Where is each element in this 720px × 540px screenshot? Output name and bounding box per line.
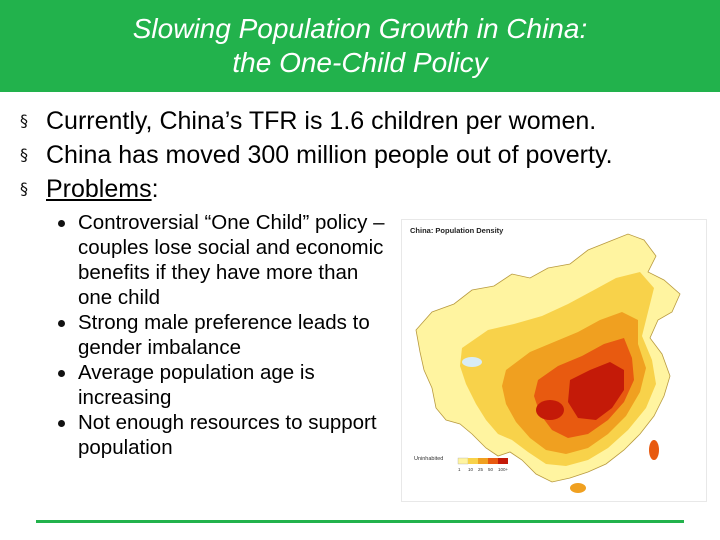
- sub-bullet-text: Not enough resources to support populati…: [78, 411, 377, 459]
- bottom-divider: [36, 520, 684, 523]
- round-bullet-icon: [58, 410, 78, 427]
- title-bar: Slowing Population Growth in China: the …: [0, 0, 720, 92]
- problems-heading: Problems: [46, 175, 152, 203]
- legend-value: 25: [478, 467, 484, 472]
- slide-title-line-2: the One-Child Policy: [232, 47, 488, 78]
- bullet-text: Currently, China’s TFR is 1.6 children p…: [46, 107, 597, 135]
- square-bullet-icon: §: [20, 179, 28, 198]
- sub-bullet-age: Average population age is increasing: [58, 360, 398, 410]
- square-bullet-icon: §: [20, 145, 28, 164]
- map-title: China: Population Density: [410, 226, 504, 235]
- sub-bullet-one-child: Controversial “One Child” policy – coupl…: [58, 210, 398, 310]
- sub-bullet-male-preference: Strong male preference leads to gender i…: [58, 310, 398, 360]
- square-bullet-icon: §: [20, 111, 28, 130]
- map-legend-label: Uninhabited: [414, 456, 443, 462]
- slide-title-line-1: Slowing Population Growth in China:: [132, 13, 588, 44]
- sub-bullet-text: Controversial “One Child” policy – coupl…: [78, 211, 385, 309]
- legend-value: 50: [488, 467, 494, 472]
- bullet-poverty: § China has moved 300 million people out…: [20, 138, 710, 172]
- legend-value: 10: [468, 467, 474, 472]
- china-population-density-map: China: Population Density Uninhabited 1 …: [401, 219, 707, 502]
- map-legend: 1 10 25 50 100+: [457, 457, 509, 472]
- sub-bullet-text: Strong male preference leads to gender i…: [78, 311, 370, 359]
- bullet-tfr: § Currently, China’s TFR is 1.6 children…: [20, 104, 710, 138]
- hainan-island: [570, 483, 586, 493]
- legend-value: 100+: [498, 467, 509, 472]
- problem-sub-list: Controversial “One Child” policy – coupl…: [58, 210, 398, 460]
- problems-colon: :: [151, 175, 159, 203]
- bullet-text: China has moved 300 million people out o…: [46, 141, 613, 169]
- legend-value: 1: [458, 467, 461, 472]
- round-bullet-icon: [58, 210, 78, 227]
- round-bullet-icon: [58, 360, 78, 377]
- sub-bullet-text: Average population age is increasing: [78, 361, 315, 409]
- round-bullet-icon: [58, 310, 78, 327]
- main-bullet-list: § Currently, China’s TFR is 1.6 children…: [20, 104, 710, 206]
- china-land-very-dense: [568, 362, 624, 420]
- bullet-problems: § Problems:: [20, 172, 710, 206]
- sub-bullet-resources: Not enough resources to support populati…: [58, 410, 398, 460]
- taiwan-island: [649, 440, 659, 460]
- lake-water: [462, 357, 482, 367]
- sichuan-dense-area: [536, 400, 564, 420]
